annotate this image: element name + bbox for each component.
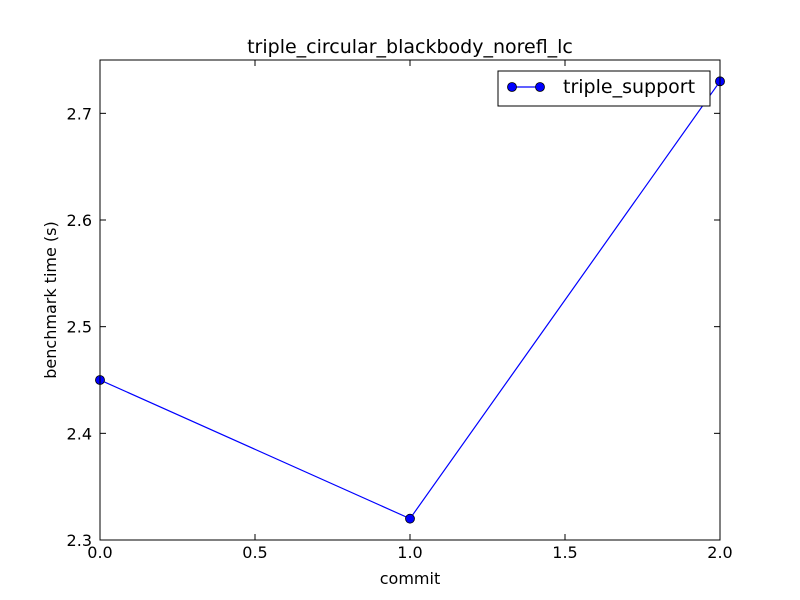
x-tick-label: 2.0 — [707, 543, 732, 562]
y-axis-label: benchmark time (s) — [41, 221, 60, 378]
x-tick-label: 0.0 — [87, 543, 112, 562]
legend-series-marker — [507, 82, 517, 92]
plot-area — [100, 60, 720, 540]
legend-series-marker — [535, 82, 545, 92]
legend-box — [497, 70, 711, 107]
plot-frame — [99, 59, 721, 541]
chart-title: triple_circular_blackbody_norefl_lc — [247, 36, 573, 58]
y-tick-label: 2.3 — [67, 531, 92, 550]
legend: triple_support — [497, 70, 711, 107]
y-tick-label: 2.4 — [67, 424, 92, 443]
x-tick-label: 1.0 — [397, 543, 422, 562]
x-tick-label: 1.5 — [552, 543, 577, 562]
x-axis-label: commit — [380, 569, 440, 588]
legend-series-label: triple_support — [563, 76, 695, 98]
x-tick-label: 0.5 — [242, 543, 267, 562]
y-tick-label: 2.5 — [67, 318, 92, 337]
y-tick-label: 2.6 — [67, 211, 92, 230]
data-point — [405, 513, 415, 524]
y-tick-label: 2.7 — [67, 104, 92, 123]
x-axis-ticks: 0.0 0.5 1.0 1.5 2.0 — [87, 60, 733, 562]
